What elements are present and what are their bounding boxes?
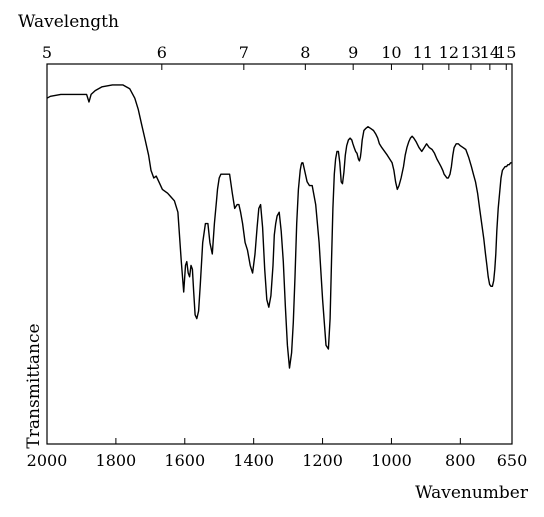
top-tick-label: 9 (348, 43, 358, 62)
x-axis-title: Wavenumber (415, 483, 529, 503)
top-tick-label: 11 (413, 43, 433, 62)
plot-frame (46, 63, 513, 445)
top-tick-label: 6 (157, 43, 167, 62)
x-tick-label: 1200 (302, 451, 343, 470)
x-tick-label: 650 (497, 451, 528, 470)
spectrum-line (46, 84, 512, 369)
x-tick-label: 800 (445, 451, 476, 470)
top-axis-title: Wavelength (18, 12, 119, 32)
x-tick-label: 1400 (233, 451, 274, 470)
x-tick-label: 1000 (371, 451, 412, 470)
top-tick-label: 14 (480, 43, 500, 62)
top-tick-label: 5 (42, 43, 52, 62)
top-tick-label: 7 (239, 43, 249, 62)
top-tick-label: 13 (461, 43, 481, 62)
top-tick-label: 8 (300, 43, 310, 62)
y-axis-title: Transmittance (24, 323, 44, 448)
x-tick-label: 2000 (27, 451, 68, 470)
top-tick-label: 15 (496, 43, 516, 62)
x-tick-label: 1600 (164, 451, 205, 470)
top-tick-label: 12 (439, 43, 459, 62)
x-tick-label: 1800 (96, 451, 137, 470)
top-tick-label: 10 (381, 43, 401, 62)
